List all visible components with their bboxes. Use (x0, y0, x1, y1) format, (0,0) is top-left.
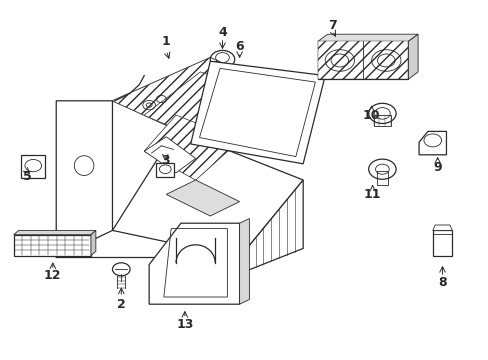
Text: 10: 10 (362, 109, 380, 122)
Text: 3: 3 (161, 154, 169, 167)
Text: 5: 5 (22, 170, 31, 183)
Polygon shape (239, 219, 249, 304)
Text: 2: 2 (117, 298, 125, 311)
Polygon shape (144, 137, 195, 173)
Bar (14, 235, 91, 256)
Polygon shape (112, 130, 303, 257)
Polygon shape (144, 115, 239, 180)
Polygon shape (112, 58, 273, 130)
Polygon shape (317, 34, 417, 41)
Polygon shape (112, 58, 273, 130)
Text: 4: 4 (218, 26, 226, 39)
Text: 13: 13 (176, 318, 193, 330)
Polygon shape (166, 180, 239, 216)
Polygon shape (156, 163, 174, 177)
Text: 1: 1 (162, 35, 170, 48)
Polygon shape (407, 34, 417, 79)
Text: 8: 8 (437, 276, 446, 289)
Bar (432, 230, 451, 256)
Bar (373, 115, 390, 126)
Polygon shape (418, 131, 446, 155)
Polygon shape (149, 223, 239, 304)
Polygon shape (91, 230, 96, 256)
Polygon shape (144, 72, 264, 137)
Text: 6: 6 (235, 40, 244, 53)
Text: 12: 12 (44, 269, 61, 282)
Polygon shape (56, 101, 112, 257)
Text: 11: 11 (363, 188, 381, 201)
Polygon shape (317, 41, 407, 79)
Polygon shape (144, 72, 264, 137)
Polygon shape (432, 225, 451, 230)
Polygon shape (14, 230, 96, 235)
Polygon shape (317, 41, 407, 79)
Polygon shape (21, 155, 45, 178)
Bar (376, 171, 387, 185)
Polygon shape (239, 180, 303, 274)
Text: 9: 9 (432, 161, 441, 174)
Polygon shape (144, 115, 239, 180)
Text: 7: 7 (327, 19, 336, 32)
Polygon shape (190, 61, 325, 164)
